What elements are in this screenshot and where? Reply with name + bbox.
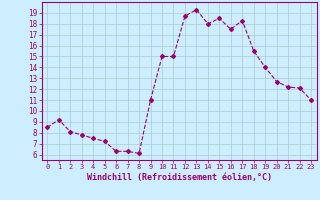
X-axis label: Windchill (Refroidissement éolien,°C): Windchill (Refroidissement éolien,°C) bbox=[87, 173, 272, 182]
